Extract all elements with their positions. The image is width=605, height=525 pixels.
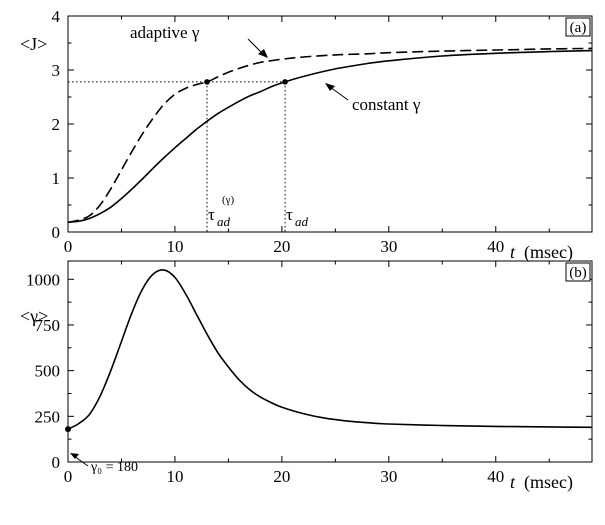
- panel-b-xtick-label: 20: [273, 467, 290, 486]
- arrow-adaptive-head: [258, 49, 268, 58]
- tau-gamma-subscript: ad: [217, 214, 231, 229]
- tau-subscript: ad: [295, 214, 309, 229]
- arrow-gamma0-head: [70, 453, 79, 459]
- series-adaptive-gamma: [67, 47, 593, 224]
- arrow-constant-head: [325, 83, 335, 91]
- panel-b-ytick-label: 500: [35, 362, 61, 381]
- panel-b-xlabel-unit: (msec): [524, 472, 573, 493]
- panel-a-label: (a): [570, 20, 587, 36]
- panel-a-xlabel-var: t: [510, 242, 516, 262]
- panel-a-xtick-label: 0: [64, 237, 73, 256]
- panel-a-frame: [67, 15, 593, 233]
- panel-a-label-box: [565, 17, 591, 37]
- panel-b-ticks: 0 10 20 30 40 0 250 500 750 1000: [26, 261, 592, 486]
- arrow-adaptive-line: [247, 38, 264, 55]
- tau-gamma-symbol: τ: [208, 205, 215, 224]
- annotation-adaptive: adaptive γ: [130, 23, 200, 42]
- marker-adaptive-tau: [204, 79, 210, 85]
- annotation-constant: constant γ: [352, 95, 421, 114]
- panel-b-ytick-label: 0: [52, 453, 61, 472]
- panel-a-ytick-label: 0: [52, 223, 61, 242]
- panel-a-ticks: 0 10 20 30 40 0 1 2 3 4: [52, 7, 592, 256]
- panel-a-xtick-label: 20: [273, 237, 290, 256]
- annotation-gamma0: γ₀ = 180: [90, 460, 138, 475]
- arrow-gamma0-line: [73, 455, 89, 467]
- panel-b-xtick-label: 30: [380, 467, 397, 486]
- tau-symbol: τ: [286, 205, 293, 224]
- panel-a-xtick-label: 30: [380, 237, 397, 256]
- arrow-constant-line: [329, 86, 349, 101]
- panel-b-ytick-label: 250: [35, 407, 61, 426]
- panel-b-xlabel-var: t: [510, 472, 516, 492]
- panel-a-ytick-label: 4: [52, 7, 61, 26]
- panel-b-ylabel: <γ>: [20, 306, 48, 326]
- series-mean-gamma: [67, 269, 593, 430]
- panel-b-ytick-label: 750: [35, 316, 61, 335]
- panel-a-ytick-label: 3: [52, 61, 61, 80]
- panel-a-ylabel: <J>: [20, 34, 47, 54]
- panel-b-ytick-label: 1000: [26, 270, 60, 289]
- marker-gamma0: [65, 426, 71, 433]
- panel-b-xtick-label: 0: [64, 467, 73, 486]
- panel-a-xtick-label: 40: [487, 237, 504, 256]
- panel-a-xlabel-unit: (msec): [524, 242, 573, 263]
- panel-a-ytick-label: 1: [52, 169, 61, 188]
- panel-b-label: (b): [569, 265, 587, 281]
- panel-b-xtick-label: 40: [487, 467, 504, 486]
- panel-b-frame: [67, 260, 593, 463]
- panel-a-ytick-label: 2: [52, 115, 61, 134]
- tau-gamma-superscript: (γ): [222, 194, 235, 206]
- panel-a-xtick-label: 10: [166, 237, 183, 256]
- panel-b-label-box: [565, 262, 591, 282]
- marker-constant-tau: [282, 79, 288, 85]
- panel-b-xtick-label: 10: [166, 467, 183, 486]
- series-constant-gamma: [67, 49, 593, 224]
- reference-lines: [68, 81, 286, 232]
